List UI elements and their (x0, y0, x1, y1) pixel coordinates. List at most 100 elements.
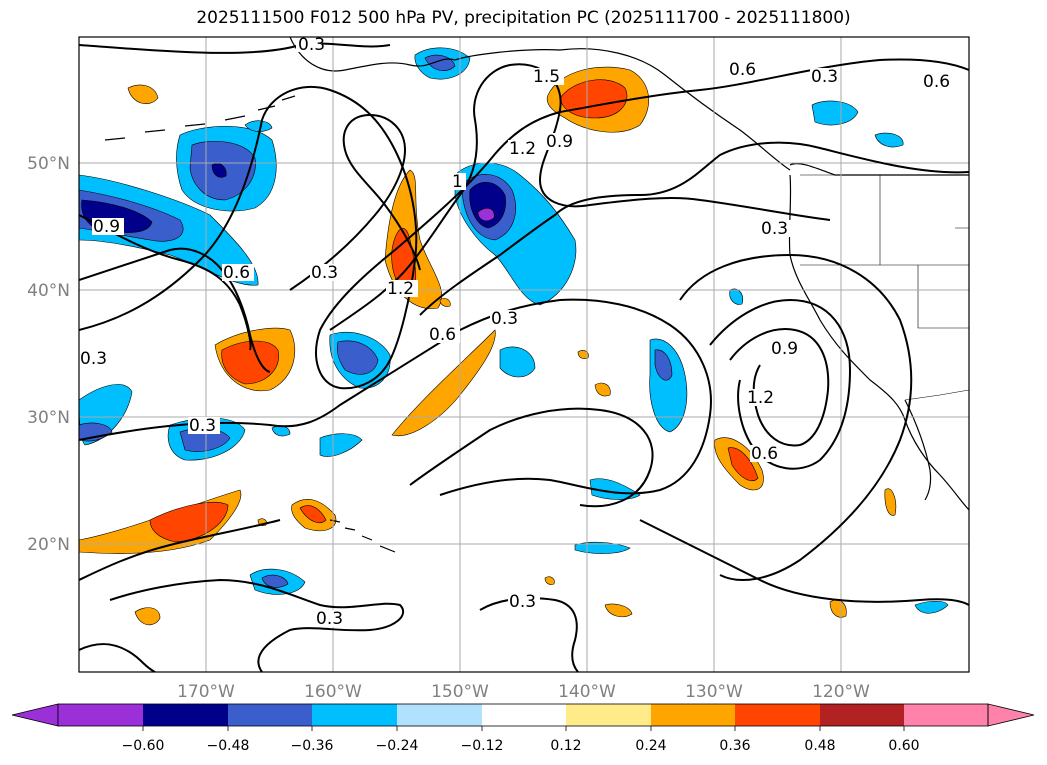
coastline-baja (904, 399, 932, 501)
contour-label: 0.3 (298, 35, 325, 55)
lat-labels: 50°N 40°N 30°N 20°N (27, 154, 70, 555)
colorbar-segment (566, 704, 651, 726)
colorbar-tick-label: 0.48 (804, 738, 835, 754)
colorbar-segment (58, 704, 143, 726)
precip-area (336, 340, 379, 375)
precip-area (149, 502, 229, 543)
lon-label: 140°W (558, 682, 616, 702)
precip-area (884, 488, 897, 516)
colorbar-tick-label: −0.60 (122, 738, 165, 754)
precip-area (299, 505, 327, 523)
lon-label: 150°W (431, 682, 489, 702)
contour-label: 0.6 (923, 72, 950, 92)
contour-label: 0.9 (771, 339, 798, 359)
contour-label: 0.6 (429, 325, 456, 345)
contour-label: 0.9 (546, 132, 573, 152)
contour-labels: 0.3 1.5 0.6 0.3 0.6 1.2 0.9 1 0.9 0.6 0.… (79, 35, 954, 629)
contour-label: 0.3 (811, 67, 838, 87)
gridlines (79, 37, 969, 672)
border-states (800, 175, 969, 329)
contour-label: 0.3 (761, 219, 788, 239)
contour-label: 0.6 (729, 60, 756, 80)
colorbar-tick-label: −0.12 (461, 738, 504, 754)
contour-label: 1.2 (747, 388, 774, 408)
precip-area (439, 298, 451, 307)
precip-area (574, 541, 631, 554)
coastline-aleutians (104, 95, 296, 141)
colorbar-extend-low (11, 703, 59, 727)
borders (800, 174, 969, 401)
colorbar-tick-label: 0.12 (550, 738, 581, 754)
precip-area (604, 603, 633, 617)
map-content: 0.3 1.5 0.6 0.3 0.6 1.2 0.9 1 0.9 0.6 0.… (79, 35, 969, 672)
colorbar-segment (482, 704, 566, 726)
precip-area (729, 288, 743, 305)
lon-label: 170°W (177, 682, 235, 702)
contour-label: 0.3 (509, 592, 536, 612)
precip-area (221, 340, 279, 385)
precip-area (499, 346, 536, 378)
lat-label: 40°N (27, 281, 70, 301)
colorbar-segment (397, 704, 482, 726)
colorbar-segment (143, 704, 228, 726)
precip-area (589, 478, 641, 500)
precip-area (134, 607, 161, 626)
colorbar: −0.60 −0.48 −0.36 −0.24 −0.12 0.12 0.24 … (11, 703, 1035, 754)
precip-area (811, 100, 859, 126)
contour-label: 1.2 (509, 139, 536, 159)
colorbar-segment (904, 704, 988, 726)
contour-label: 1.2 (387, 279, 414, 299)
lon-label: 160°W (304, 682, 362, 702)
map-border (78, 36, 970, 673)
precip-area (477, 207, 495, 222)
contour-label: 0.3 (311, 263, 338, 283)
precip-area (577, 350, 589, 359)
contour-label: 0.3 (189, 416, 216, 436)
colorbar-tick-label: 0.36 (719, 738, 750, 754)
precip-area (654, 349, 673, 381)
contour-label: 0.3 (80, 349, 107, 369)
pv-contour (289, 113, 421, 291)
colorbar-tick-label: −0.48 (207, 738, 250, 754)
pv-contour (679, 253, 913, 581)
pv-contour (419, 141, 969, 316)
pv-contour (79, 58, 969, 390)
contour-label: 1.5 (533, 67, 560, 87)
border-us-mexico (904, 389, 969, 401)
precip-area (211, 163, 227, 178)
precip-area (127, 84, 159, 105)
pv-contour (79, 519, 281, 581)
colorbar-tick-label: −0.24 (376, 738, 419, 754)
contour-label: 1 (452, 172, 463, 192)
precip-area (319, 433, 363, 457)
colorbar-segment (820, 704, 904, 726)
precip-area (594, 382, 611, 397)
colorbar-tick-label: −0.36 (291, 738, 334, 754)
pv-contour (639, 519, 969, 606)
pv-contour (109, 578, 405, 672)
coastline-alaska (289, 37, 791, 171)
contour-label: 0.9 (93, 217, 120, 237)
pv-contour (729, 328, 830, 447)
pv-contour (409, 407, 654, 508)
map-title: 2025111500 F012 500 hPa PV, precipitatio… (196, 8, 851, 28)
contour-label: 0.3 (491, 309, 518, 329)
precip-area (391, 329, 496, 437)
precip-area (544, 576, 555, 585)
colorbar-segment (228, 704, 312, 726)
coastline-hawaii (329, 519, 396, 553)
contour-label: 0.6 (751, 444, 778, 464)
colorbar-segment (735, 704, 820, 726)
precip-area (261, 574, 289, 588)
lon-label: 120°W (812, 682, 870, 702)
colorbar-extend-high (987, 703, 1035, 727)
lat-label: 20°N (27, 535, 70, 555)
negative-precip-areas (79, 47, 949, 614)
colorbar-segment (312, 704, 397, 726)
pv-contour (79, 42, 391, 54)
pv-contour (79, 298, 712, 496)
lat-label: 30°N (27, 408, 70, 428)
contour-label: 0.6 (223, 263, 250, 283)
contour-label: 0.3 (316, 609, 343, 629)
